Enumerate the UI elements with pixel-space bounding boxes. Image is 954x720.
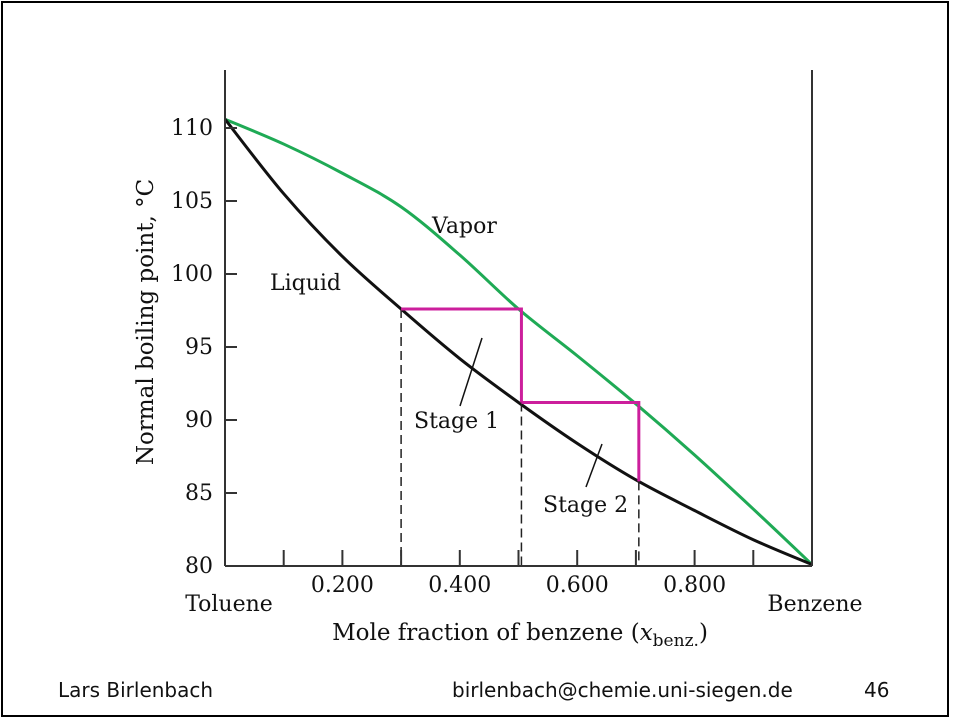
stage-2-step <box>521 400 641 482</box>
x-tick-label-0.600: 0.600 <box>546 573 609 598</box>
footer-email: birlenbach@chemie.uni-siegen.de <box>452 678 793 702</box>
y-tick-label-95: 95 <box>185 335 213 360</box>
y-tick-label-105: 105 <box>171 189 213 214</box>
vapor-label: Vapor <box>431 214 497 239</box>
footer-author: Lars Birlenbach <box>58 678 214 702</box>
x-axis-title: Mole fraction of benzene (xbenz.) <box>332 620 708 651</box>
vapor-curve <box>224 117 814 566</box>
y-tick-label-90: 90 <box>185 408 213 433</box>
y-tick-label-100: 100 <box>171 262 213 287</box>
x-tick-label-0.400: 0.400 <box>428 573 491 598</box>
stage-1-step <box>401 307 523 403</box>
y-tick-label-80: 80 <box>185 554 213 579</box>
y-tick-label-110: 110 <box>171 116 213 141</box>
liquid-curve <box>223 118 813 566</box>
x-end-label-benzene: Benzene <box>767 592 862 617</box>
y-axis-title: Normal boiling point, °C <box>133 179 159 465</box>
stage-1-leader <box>459 337 483 407</box>
stage-2-leader <box>585 443 603 488</box>
x-tick-label-0.800: 0.800 <box>663 573 726 598</box>
footer-page-number: 46 <box>864 678 890 702</box>
stage-1-label: Stage 1 <box>414 409 499 434</box>
x-tick-label-0.200: 0.200 <box>311 573 374 598</box>
liquid-label: Liquid <box>270 271 341 296</box>
x-end-label-toluene: Toluene <box>185 592 273 617</box>
stage-2-label: Stage 2 <box>543 493 628 518</box>
y-tick-label-85: 85 <box>185 481 213 506</box>
